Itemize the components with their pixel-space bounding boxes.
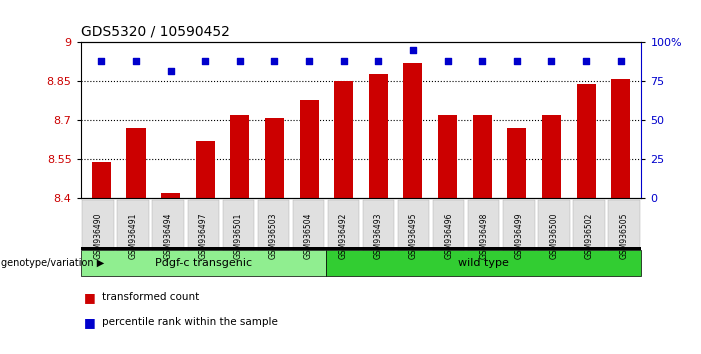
Bar: [369, 74, 388, 198]
Point: [615, 58, 626, 64]
Text: wild type: wild type: [458, 258, 509, 268]
Point: [165, 68, 176, 73]
Point: [338, 58, 349, 64]
Text: GSM936505: GSM936505: [620, 212, 628, 259]
Point: [546, 58, 557, 64]
Bar: [126, 128, 146, 198]
Bar: [542, 115, 561, 198]
Text: GSM936494: GSM936494: [164, 212, 172, 259]
Bar: [472, 115, 491, 198]
Bar: [508, 128, 526, 198]
Text: GSM936504: GSM936504: [304, 212, 313, 259]
Text: Pdgf-c transgenic: Pdgf-c transgenic: [155, 258, 252, 268]
Point: [511, 58, 522, 64]
Bar: [576, 84, 596, 198]
Point: [130, 58, 142, 64]
Text: transformed count: transformed count: [102, 292, 199, 302]
Bar: [299, 99, 319, 198]
Text: GSM936502: GSM936502: [585, 212, 593, 259]
Bar: [265, 118, 284, 198]
Text: GDS5320 / 10590452: GDS5320 / 10590452: [81, 24, 229, 39]
Point: [269, 58, 280, 64]
Text: GSM936490: GSM936490: [94, 212, 102, 259]
Point: [407, 47, 418, 53]
Bar: [611, 79, 630, 198]
Text: GSM936496: GSM936496: [444, 212, 453, 259]
Text: percentile rank within the sample: percentile rank within the sample: [102, 317, 278, 327]
Bar: [196, 141, 215, 198]
Text: genotype/variation ▶: genotype/variation ▶: [1, 258, 104, 268]
Point: [200, 58, 211, 64]
Text: GSM936491: GSM936491: [129, 212, 137, 259]
Point: [304, 58, 315, 64]
Bar: [231, 115, 250, 198]
Text: GSM936492: GSM936492: [339, 212, 348, 259]
Point: [96, 58, 107, 64]
Bar: [92, 162, 111, 198]
Text: GSM936501: GSM936501: [234, 212, 243, 259]
Text: GSM936498: GSM936498: [479, 212, 488, 259]
Text: ■: ■: [84, 316, 96, 329]
Point: [442, 58, 453, 64]
Bar: [438, 115, 457, 198]
Point: [580, 58, 592, 64]
Text: GSM936499: GSM936499: [515, 212, 523, 259]
Point: [234, 58, 245, 64]
Text: GSM936497: GSM936497: [199, 212, 207, 259]
Point: [373, 58, 384, 64]
Text: GSM936493: GSM936493: [374, 212, 383, 259]
Bar: [334, 81, 353, 198]
Point: [477, 58, 488, 64]
Text: GSM936495: GSM936495: [409, 212, 418, 259]
Bar: [403, 63, 423, 198]
Bar: [161, 193, 180, 198]
Text: GSM936500: GSM936500: [550, 212, 558, 259]
Text: ■: ■: [84, 291, 96, 304]
Text: GSM936503: GSM936503: [269, 212, 278, 259]
